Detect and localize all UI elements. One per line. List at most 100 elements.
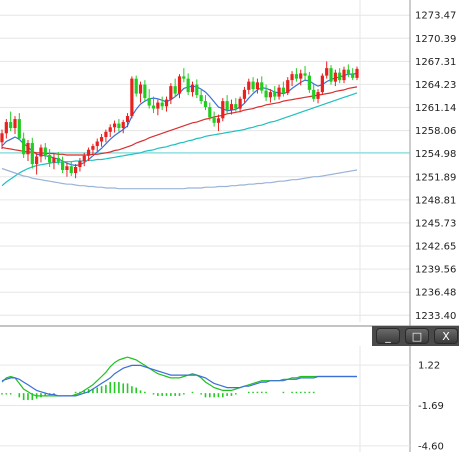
price-tick-label: 1267.31 (415, 57, 456, 68)
candle-body (78, 161, 82, 167)
maximize-icon: □ (411, 330, 423, 343)
candle-body (320, 75, 324, 93)
candle-body (147, 98, 151, 106)
candle-body (342, 69, 346, 81)
candle-body (9, 122, 13, 129)
candle-body (30, 143, 34, 164)
maximize-button[interactable]: □ (405, 328, 429, 344)
candle-body (229, 104, 234, 111)
candle-body (351, 74, 355, 78)
moving-average-line-3 (1, 92, 358, 187)
candle-body (203, 101, 208, 108)
candle-body (108, 127, 112, 132)
candle-body (151, 105, 156, 109)
price-tick-label: 1261.14 (415, 103, 456, 114)
candle-body (43, 147, 47, 156)
price-tick-label: 1236.48 (415, 288, 456, 299)
price-tick-label: 1264.23 (415, 80, 456, 91)
candle-body (130, 78, 134, 117)
candle-body (290, 74, 294, 81)
candle-body (273, 92, 277, 97)
candle-body (251, 81, 255, 90)
candle-body (325, 68, 329, 76)
candle-body (242, 89, 247, 99)
candle-body (156, 102, 160, 109)
candle-body (186, 78, 190, 93)
candle-body (338, 72, 342, 81)
candle-body (212, 117, 216, 123)
candle-body (190, 84, 195, 93)
oscillator-line-1 (1, 356, 357, 397)
price-tick-label: 1245.73 (415, 218, 456, 229)
candle-body (260, 82, 264, 91)
moving-average-line-2 (1, 86, 358, 156)
candle-body (95, 141, 99, 147)
candle-body (195, 84, 199, 96)
candle-body (48, 155, 52, 163)
candle-body (82, 155, 86, 161)
candle-body (355, 68, 359, 78)
candle-body (125, 116, 130, 123)
candle-body (56, 158, 60, 162)
candle-body (333, 72, 337, 82)
price-tick-label: 1251.89 (415, 172, 456, 183)
candle-body (281, 87, 286, 93)
candle-body (143, 84, 147, 99)
candle-body (208, 107, 212, 118)
candle-body (52, 158, 56, 163)
candle-body (117, 123, 121, 129)
price-tick-label: 1270.39 (415, 34, 456, 45)
candle-body (225, 101, 229, 111)
candle-body (39, 147, 43, 157)
candle-body (247, 81, 251, 90)
candle-body (160, 102, 164, 107)
candle-body (104, 131, 108, 138)
oscillator-tick-label: -4.60 (418, 441, 444, 452)
price-tick-label: 1273.47 (415, 11, 456, 22)
candle-body (169, 86, 173, 100)
candle-body (234, 104, 238, 109)
candle-body (86, 149, 91, 156)
candle-body (91, 146, 95, 150)
candle-body (268, 92, 273, 98)
candle-body (329, 68, 333, 82)
candle-body (286, 80, 290, 93)
candle-body (316, 92, 320, 99)
candle-body (182, 76, 186, 79)
candle-body (199, 95, 203, 102)
price-tick-label: 1258.06 (415, 126, 456, 137)
candle-body (121, 122, 125, 129)
candle-body (99, 137, 104, 142)
candle-body (17, 119, 21, 139)
candle-body (173, 86, 177, 94)
oscillator-tick-label: 1.22 (418, 361, 440, 372)
candle-body (346, 69, 350, 75)
price-tick-label: 1248.81 (415, 195, 456, 206)
close-button[interactable]: X (434, 328, 458, 344)
price-tick-label: 1233.40 (415, 311, 456, 322)
candle-body (303, 73, 307, 76)
minimize-button[interactable]: _ (376, 328, 400, 344)
candle-body (138, 84, 143, 94)
candle-body (299, 73, 303, 79)
candle-body (238, 98, 242, 109)
candle-body (177, 76, 182, 94)
oscillator-line-2 (1, 364, 357, 397)
candle-body (13, 119, 17, 129)
candle-body (26, 143, 30, 155)
price-tick-label: 1242.65 (415, 241, 456, 252)
price-tick-label: 1239.56 (415, 265, 456, 276)
candle-body (307, 75, 311, 90)
candle-body (65, 166, 69, 170)
candle-body (4, 122, 8, 134)
moving-average-line-4 (1, 167, 358, 190)
candle-body (73, 166, 78, 173)
minimize-icon: _ (385, 330, 391, 343)
candle-body (294, 74, 298, 79)
candle-body (255, 82, 260, 90)
candle-body (312, 89, 316, 99)
candle-body (264, 90, 268, 98)
price-tick-label: 1254.98 (415, 149, 456, 160)
